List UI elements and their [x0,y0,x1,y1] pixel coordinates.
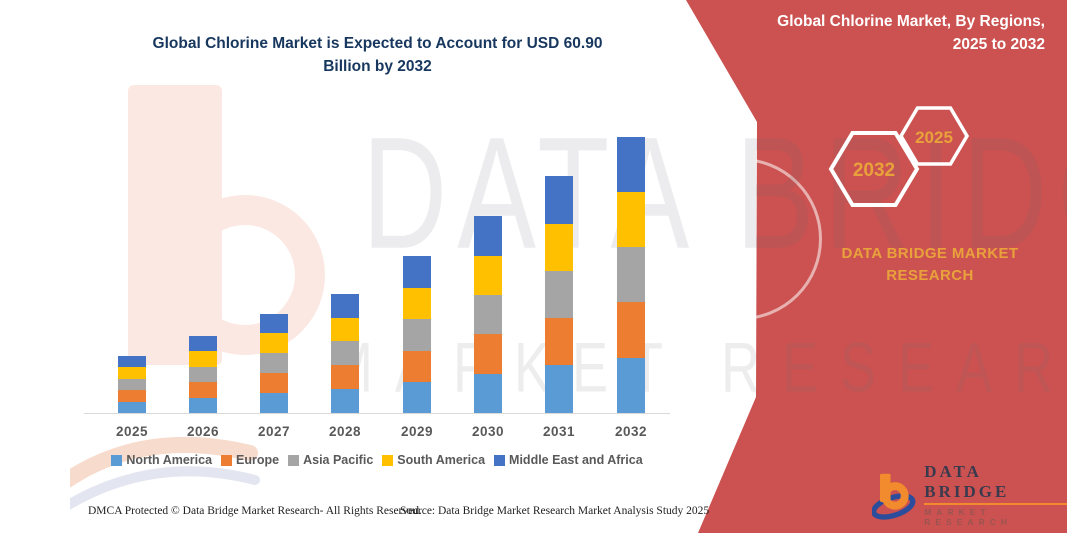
logo-b-icon [872,473,916,520]
bar-segment-north-america [189,397,217,413]
logo-wordmark: DATA BRIDGE [924,462,1067,505]
bar-segment-asia-pacific [331,341,359,366]
bar-segment-middle-east-and-africa [403,256,431,288]
legend-swatch-icon [382,454,394,466]
stacked-bar-2025 [118,355,146,413]
stacked-bar-2029 [403,256,431,413]
bar-segment-south-america [545,223,573,272]
bar-segment-europe [403,350,431,382]
panel-brand-line1: DATA BRIDGE MARKET [841,245,1019,262]
bar-segment-asia-pacific [545,271,573,319]
bar-segment-north-america [403,381,431,413]
x-axis-label-2032: 2032 [614,424,648,439]
bar-segment-middle-east-and-africa [118,355,146,367]
x-axis-line [84,413,670,414]
bar-segment-south-america [260,333,288,354]
panel-brand-line2: RESEARCH [886,266,974,284]
company-logo: DATA BRIDGE MARKET RESEARCH [872,462,1067,527]
chart-title-line2: Billion by 2032 [323,58,432,76]
bar-segment-south-america [189,351,217,368]
stacked-bar-2026 [189,335,217,413]
panel-heading: Global Chlorine Market, By Regions, 2025… [715,10,1045,57]
year-hexagons: 2032 2025 [828,106,970,207]
legend-label: South America [397,453,486,467]
bar-segment-asia-pacific [474,294,502,335]
bar-segment-europe [118,389,146,402]
logo-text: DATA BRIDGE MARKET RESEARCH [924,462,1067,527]
bar-segment-south-america [617,192,645,248]
legend-item-south-america: South America [382,453,485,467]
bar-segment-europe [331,365,359,390]
bar-segment-middle-east-and-africa [617,137,645,193]
bar-segment-asia-pacific [189,367,217,383]
background-logo-watermark [70,85,325,510]
legend-swatch-icon [288,454,300,466]
bar-segment-north-america [545,365,573,413]
legend-item-middle-east-and-africa: Middle East and Africa [494,453,643,467]
x-axis-label-2031: 2031 [542,424,576,439]
footer-source-text: Source: Data Bridge Market Research Mark… [400,505,710,517]
hexagon-2032-label: 2032 [853,160,895,181]
hexagon-2025-shape [898,106,970,166]
x-axis-label-2025: 2025 [115,424,149,439]
x-axis-label-2026: 2026 [186,424,220,439]
bar-segment-asia-pacific [118,378,146,390]
bar-segment-north-america [474,373,502,413]
bar-segment-middle-east-and-africa [189,335,217,352]
hexagon-2032-shape [828,131,920,207]
legend-swatch-icon [221,454,233,466]
x-axis-label-2028: 2028 [328,424,362,439]
bar-segment-europe [474,334,502,374]
bar-segment-asia-pacific [617,247,645,303]
legend-label: North America [126,453,213,467]
bar-segment-north-america [260,393,288,413]
legend-label: Europe [236,453,280,467]
stacked-bar-2032 [617,137,645,413]
bar-segment-south-america [403,288,431,320]
legend-item-asia-pacific: Asia Pacific [288,453,373,467]
bar-segment-south-america [331,317,359,342]
bar-segment-asia-pacific [260,353,288,374]
panel-circle-decoration [660,158,822,320]
bar-segment-europe [617,302,645,358]
chart-legend: North America Europe Asia Pacific South Ame… [86,453,668,467]
bar-segment-middle-east-and-africa [545,176,573,224]
legend-swatch-icon [111,454,123,466]
bar-segment-asia-pacific [403,319,431,351]
logo-subtext: MARKET RESEARCH [924,507,1012,527]
bar-segment-europe [545,318,573,366]
bar-segment-south-america [474,255,502,295]
x-axis-label-2029: 2029 [400,424,434,439]
bar-segment-middle-east-and-africa [474,216,502,256]
legend-swatch-icon [494,454,506,466]
chart-title-line1: Global Chlorine Market is Expected to Ac… [152,35,603,52]
stacked-bar-2031 [545,176,573,413]
bar-segment-south-america [118,366,146,379]
bar-segment-middle-east-and-africa [331,293,359,318]
panel-brand-text: DATA BRIDGE MARKET RESEARCH [810,243,1050,287]
bar-segment-europe [189,382,217,398]
hexagon-2025-label: 2025 [915,128,953,147]
bar-segment-north-america [118,401,146,413]
bar-segment-middle-east-and-africa [260,314,288,334]
x-axis-label-2030: 2030 [471,424,505,439]
legend-label: Middle East and Africa [509,453,643,467]
stacked-bar-2027 [260,314,288,413]
legend-label: Asia Pacific [303,453,374,467]
legend-item-europe: Europe [221,453,279,467]
panel-heading-line2: 2025 to 2032 [952,36,1045,54]
chart-title: Global Chlorine Market is Expected to Ac… [85,32,670,79]
footer-dmca-text: DMCA Protected © Data Bridge Market Rese… [88,505,422,517]
panel-heading-line1: Global Chlorine Market, By Regions, [777,13,1045,30]
bar-segment-north-america [617,357,645,413]
bar-segment-north-america [331,389,359,413]
x-axis-label-2027: 2027 [257,424,291,439]
legend-item-north-america: North America [111,453,212,467]
stacked-bar-2030 [474,216,502,413]
stacked-bar-2028 [331,293,359,413]
bar-segment-europe [260,373,288,394]
